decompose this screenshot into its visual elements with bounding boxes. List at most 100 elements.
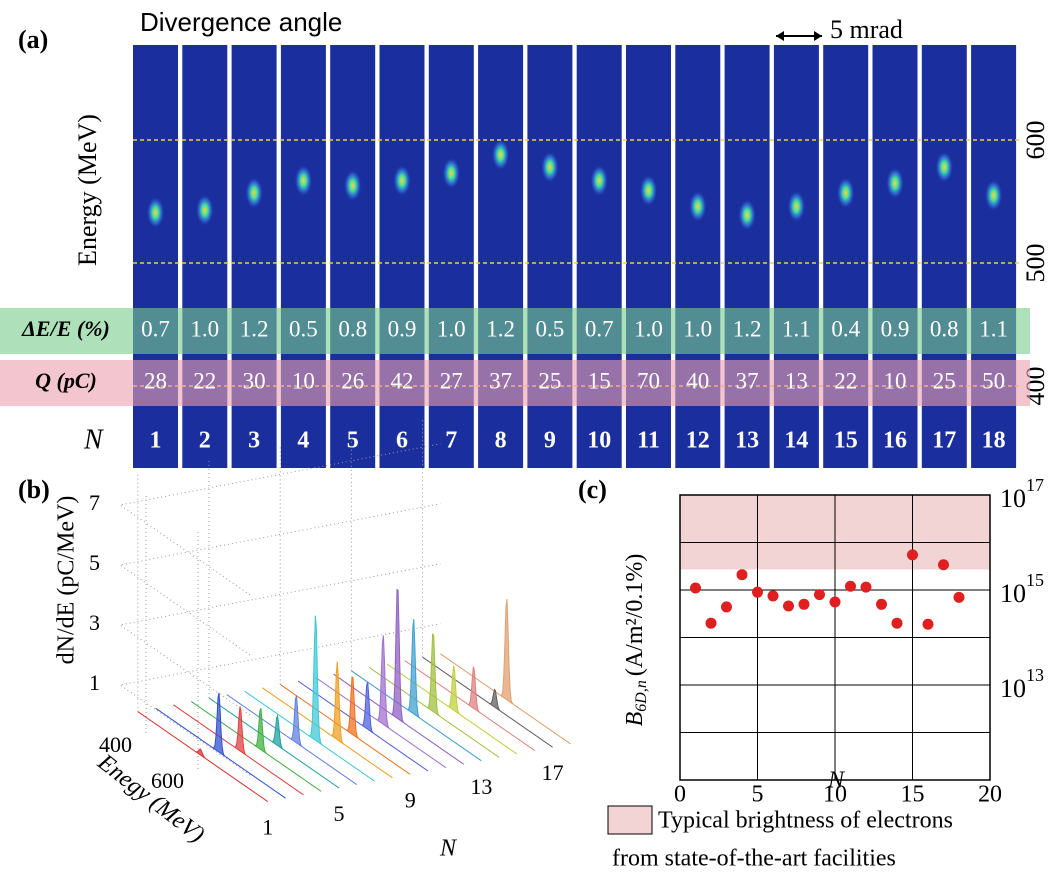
row-value: 50 (982, 368, 1005, 393)
beam-spot (836, 176, 855, 209)
point (783, 600, 794, 612)
row-value: 70 (637, 368, 660, 393)
n-value: 6 (396, 428, 408, 454)
band-legend-text: from state-of-the-art facilities (612, 846, 896, 872)
beam-spot (343, 169, 362, 202)
beam-spot (886, 167, 904, 200)
point (891, 617, 903, 629)
row-value: 1.2 (240, 316, 269, 341)
x-tick-label: 20 (978, 782, 1002, 808)
grid-line (118, 443, 441, 596)
row-value: 1.2 (733, 316, 762, 341)
y-tick-exponent: 17 (1026, 475, 1044, 495)
y-label-unit: (A/m²/0.1%) (622, 554, 648, 677)
row-value: 0.4 (831, 316, 860, 341)
beam-spot (245, 176, 264, 209)
y-label-symbol: B (622, 711, 648, 726)
spectrum (262, 661, 393, 779)
n-value: 12 (686, 428, 710, 454)
y-tick-label: 1013 (1000, 665, 1044, 703)
z-tick-label: 3 (89, 610, 100, 635)
x-tick-label: 13 (470, 774, 492, 799)
scale-bar-label: 5 mrad (830, 15, 903, 44)
beam-spot (393, 164, 411, 197)
z-tick-label: 5 (89, 550, 100, 575)
point (814, 589, 825, 601)
row-value: 1.0 (437, 316, 466, 341)
row-value: 42 (391, 368, 414, 393)
energy-tick-label: 600 (151, 768, 184, 793)
spectrum (155, 692, 286, 799)
row-value: 15 (588, 368, 611, 393)
point (938, 559, 949, 571)
beam-spot (787, 190, 806, 223)
point (922, 618, 934, 630)
n-value: 15 (834, 428, 858, 454)
row-label: Q (pC) (35, 368, 97, 393)
row-value: 0.8 (338, 316, 367, 341)
row-value: 13 (785, 368, 808, 393)
y-tick-label: 1015 (1000, 570, 1044, 608)
y-tick-exponent: 13 (1026, 665, 1044, 685)
point (752, 586, 763, 598)
n-value: 16 (883, 428, 907, 454)
x-tick-label: 15 (901, 782, 925, 808)
y-axis-label: B6D,n (A/m²/0.1%) (622, 554, 650, 727)
point (829, 596, 841, 608)
row-value: 0.7 (141, 316, 170, 341)
y-tick-exponent: 15 (1026, 570, 1044, 590)
row-value: 10 (292, 368, 315, 393)
grid-line (118, 623, 441, 776)
beam-spot (738, 199, 757, 232)
beam-spot (590, 164, 609, 197)
spectrum (368, 633, 500, 758)
beam-spot (639, 174, 658, 207)
n-value: 9 (544, 428, 556, 454)
row-value: 28 (144, 368, 167, 393)
spectrum (226, 694, 358, 786)
point (767, 590, 779, 602)
point (907, 549, 918, 561)
beam-spot (491, 138, 510, 171)
n-value: 11 (637, 428, 660, 454)
row-value: 25 (933, 368, 956, 393)
row-value: 1.0 (634, 316, 663, 341)
energy-tick-label: 400 (99, 732, 132, 757)
z-tick-label: 1 (89, 670, 100, 695)
row-value: 37 (489, 368, 512, 393)
y-tick-base: 10 (1000, 674, 1026, 703)
n-value: 3 (248, 428, 260, 454)
row-value: 22 (193, 368, 216, 393)
panel-label: (b) (18, 475, 50, 504)
row-value: 1.1 (979, 316, 1008, 341)
energy-tick-label: 500 (1021, 244, 1050, 283)
row-value: 10 (884, 368, 907, 393)
row-value: 0.5 (289, 316, 318, 341)
point (721, 601, 732, 613)
point (876, 598, 887, 610)
x-tick-label: 10 (823, 782, 847, 808)
spectrum (137, 711, 269, 803)
point (798, 598, 810, 610)
z-tick-label: 7 (89, 490, 100, 515)
n-value: 2 (199, 428, 211, 454)
spectrum (404, 660, 536, 752)
row-value: 0.7 (585, 316, 614, 341)
row-value: 22 (834, 368, 857, 393)
row-value: 1.0 (683, 316, 712, 341)
panel-label: (a) (18, 25, 48, 54)
spectrum (297, 680, 429, 772)
row-value: 40 (686, 368, 709, 393)
beam-spot (146, 196, 165, 229)
row-value: 0.9 (881, 316, 910, 341)
x-tick-label: 5 (752, 782, 764, 808)
row-band (0, 360, 1030, 406)
y-tick-base: 10 (1000, 484, 1026, 513)
spectrum (440, 599, 571, 745)
x-tick-label: 17 (542, 760, 564, 785)
z-axis-label: dN/dE (pC/MeV) (54, 496, 80, 665)
beam-spot (935, 151, 954, 184)
y-label-subscript: 6D,n (633, 680, 650, 712)
beam-spot (294, 164, 313, 197)
